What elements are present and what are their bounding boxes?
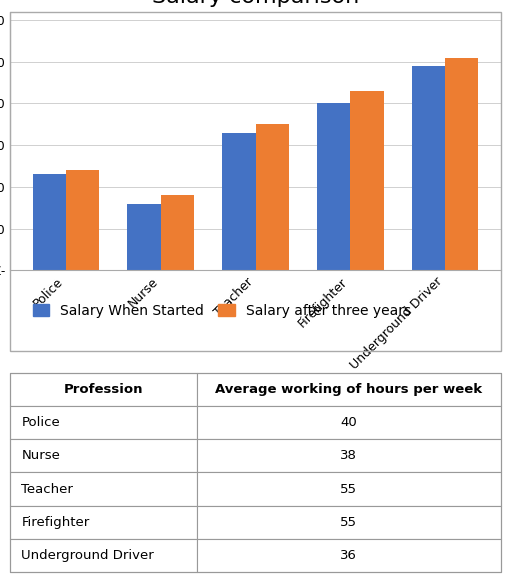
Bar xyxy=(412,66,445,270)
Bar xyxy=(317,103,351,270)
Title: Salary comparison: Salary comparison xyxy=(152,0,359,8)
Bar xyxy=(160,195,194,270)
Bar xyxy=(66,170,99,270)
Bar xyxy=(127,204,160,270)
Bar xyxy=(222,133,256,270)
Legend: Salary When Started, Salary after three years: Salary When Started, Salary after three … xyxy=(27,298,416,324)
Bar xyxy=(256,124,289,270)
Bar xyxy=(445,58,478,270)
Bar xyxy=(351,91,384,270)
Bar xyxy=(33,175,66,270)
